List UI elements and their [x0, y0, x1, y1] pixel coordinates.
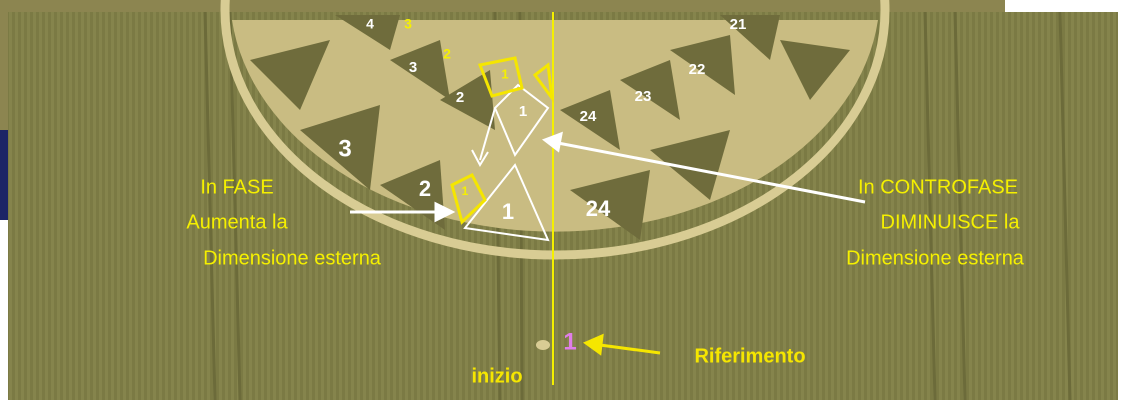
dark-triangles	[250, 15, 850, 240]
reference-spot	[536, 340, 550, 350]
note: Dimensione esterna	[203, 247, 382, 269]
note: DIMINUISCE la	[881, 211, 1021, 233]
number: 3	[338, 135, 351, 162]
reference-arrow	[582, 333, 661, 356]
reference-label: Riferimento	[694, 345, 805, 367]
note: In FASE	[200, 176, 273, 198]
number: 2	[419, 176, 431, 201]
number: 22	[689, 61, 706, 78]
number: 24	[586, 196, 611, 221]
markers	[450, 56, 555, 225]
number: 2	[456, 89, 464, 106]
number: 23	[635, 88, 652, 105]
number: 1	[502, 199, 514, 224]
number: 1	[462, 184, 469, 198]
note: In CONTROFASE	[858, 176, 1018, 198]
number: 2	[443, 46, 451, 62]
reference-number: 1	[563, 328, 576, 355]
circle-ring	[220, 0, 890, 260]
outlines	[463, 83, 550, 242]
number: 21	[730, 16, 747, 33]
start-label: inizio	[471, 365, 522, 387]
number: 1	[519, 103, 527, 120]
number: 1	[501, 66, 508, 81]
number: 3	[409, 59, 417, 76]
number: 24	[580, 108, 597, 125]
note: Dimensione esterna	[846, 247, 1025, 269]
note: Aumenta la	[186, 211, 288, 233]
number: 3	[404, 16, 412, 32]
arrows	[350, 131, 866, 223]
number: 4	[366, 16, 374, 32]
